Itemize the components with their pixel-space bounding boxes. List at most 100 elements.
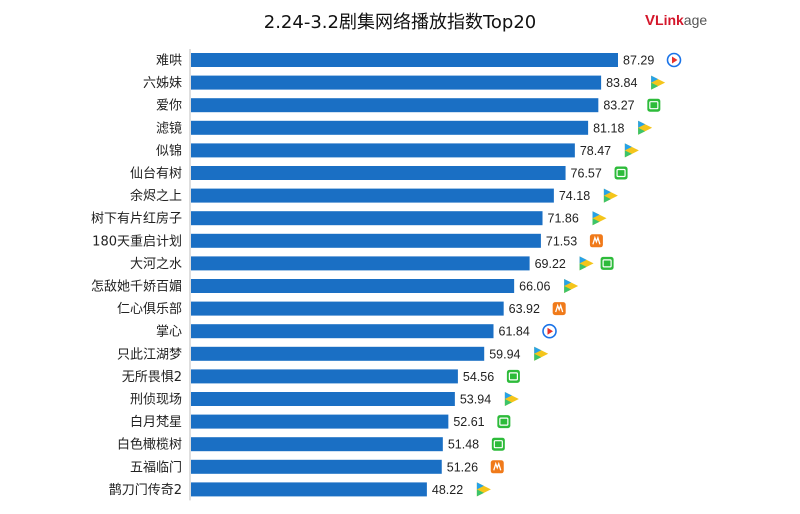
youku-play-top bbox=[651, 75, 659, 83]
value-label: 59.94 bbox=[489, 347, 520, 361]
youku-play-top bbox=[534, 346, 542, 354]
youku-play-top bbox=[603, 188, 611, 196]
youku-play-top bbox=[638, 120, 646, 128]
youku-play-bottom bbox=[564, 286, 572, 293]
bar bbox=[191, 346, 485, 361]
youku-play-bottom bbox=[476, 489, 484, 497]
bar bbox=[191, 301, 504, 316]
bar bbox=[191, 166, 566, 180]
youku-play-top bbox=[624, 143, 632, 151]
category-label: 掌心 bbox=[156, 325, 182, 340]
category-label: 爱你 bbox=[156, 99, 182, 114]
youku-icon bbox=[651, 75, 666, 90]
iqiyi-icon bbox=[647, 98, 661, 112]
category-label: 鹊刀门传奇2 bbox=[109, 482, 182, 498]
mango-tv-mark bbox=[592, 235, 601, 245]
category-label: 余烬之上 bbox=[130, 188, 182, 204]
youku-icon bbox=[534, 346, 549, 361]
category-label: 仙台有树 bbox=[130, 167, 182, 182]
category-label: 怎敌她千娇百媚 bbox=[91, 280, 182, 295]
value-label: 51.48 bbox=[448, 438, 479, 452]
vlinkage-logo: VLinkage bbox=[645, 12, 708, 29]
bar bbox=[191, 279, 515, 293]
value-label: 61.84 bbox=[499, 325, 530, 339]
youku-play-bottom bbox=[651, 82, 659, 90]
category-label: 滤镜 bbox=[156, 121, 182, 136]
value-label: 83.27 bbox=[603, 99, 634, 113]
youku-play-top bbox=[592, 211, 600, 219]
value-label: 54.56 bbox=[463, 370, 494, 384]
bar bbox=[191, 75, 602, 90]
bar bbox=[191, 482, 427, 497]
bar bbox=[191, 437, 443, 452]
iqiyi-icon bbox=[506, 369, 520, 383]
value-label: 66.06 bbox=[519, 280, 550, 294]
bar bbox=[191, 188, 554, 203]
iqiyi-inner bbox=[493, 440, 503, 449]
mango-tv-mark bbox=[555, 303, 564, 313]
category-label: 只此江湖梦 bbox=[117, 347, 182, 362]
value-label: 76.57 bbox=[571, 167, 602, 181]
iqiyi-inner bbox=[616, 168, 626, 178]
youku-play-top bbox=[476, 482, 484, 490]
category-label: 六姊妹 bbox=[143, 76, 182, 91]
youku-icon bbox=[592, 211, 607, 226]
tencent-video-icon bbox=[542, 323, 557, 339]
bar bbox=[191, 392, 455, 406]
youku-play-top bbox=[564, 279, 572, 286]
bar bbox=[191, 369, 458, 384]
value-label: 53.94 bbox=[460, 393, 491, 407]
value-label: 74.18 bbox=[559, 189, 590, 203]
youku-icon bbox=[638, 120, 653, 135]
category-label: 树下有片红房子 bbox=[91, 211, 182, 227]
value-label: 63.92 bbox=[509, 302, 540, 316]
bar bbox=[191, 143, 575, 158]
value-label: 83.84 bbox=[606, 76, 637, 90]
mango-tv-mark bbox=[493, 461, 502, 471]
youku-icon bbox=[579, 256, 594, 271]
value-label: 71.53 bbox=[546, 234, 577, 248]
category-label: 白月梵星 bbox=[130, 414, 182, 430]
youku-play-top bbox=[504, 392, 512, 399]
tencent-video-play bbox=[672, 56, 678, 64]
youku-play-bottom bbox=[624, 150, 632, 158]
youku-icon bbox=[603, 188, 618, 203]
youku-icon bbox=[564, 279, 579, 293]
iqiyi-inner bbox=[649, 101, 659, 110]
bar bbox=[191, 459, 442, 474]
tencent-video-icon bbox=[666, 52, 682, 68]
youku-play-bottom bbox=[603, 195, 611, 203]
youku-play-bottom bbox=[534, 353, 542, 361]
category-label: 仁心俱乐部 bbox=[117, 302, 182, 317]
category-label: 似锦 bbox=[156, 144, 182, 159]
youku-play-bottom bbox=[592, 218, 600, 226]
category-label: 难哄 bbox=[156, 54, 182, 69]
value-label: 81.18 bbox=[593, 121, 624, 135]
bar bbox=[191, 233, 541, 248]
tencent-video-play bbox=[547, 327, 554, 335]
bar bbox=[191, 120, 589, 135]
iqiyi-inner bbox=[602, 259, 612, 268]
youku-play-top bbox=[579, 256, 587, 264]
category-label: 180天重启计划 bbox=[92, 233, 182, 249]
value-label: 71.86 bbox=[548, 212, 579, 226]
bar bbox=[191, 211, 543, 226]
chart-title: 2.24-3.2剧集网络播放指数Top20 bbox=[263, 12, 537, 33]
youku-play-bottom bbox=[638, 127, 646, 135]
iqiyi-icon bbox=[497, 415, 511, 429]
youku-icon bbox=[476, 482, 491, 497]
bar bbox=[191, 98, 599, 113]
iqiyi-icon bbox=[491, 437, 505, 451]
mango-tv-icon bbox=[589, 234, 603, 248]
value-label: 48.22 bbox=[432, 483, 463, 497]
value-label: 87.29 bbox=[623, 54, 654, 68]
youku-play-bottom bbox=[579, 263, 587, 271]
iqiyi-inner bbox=[499, 417, 509, 426]
youku-icon bbox=[624, 143, 639, 158]
iqiyi-inner bbox=[508, 372, 518, 381]
value-label: 69.22 bbox=[535, 257, 566, 271]
category-label: 五福临门 bbox=[130, 460, 182, 475]
category-label: 刑侦现场 bbox=[130, 393, 182, 408]
mango-tv-icon bbox=[552, 302, 566, 316]
